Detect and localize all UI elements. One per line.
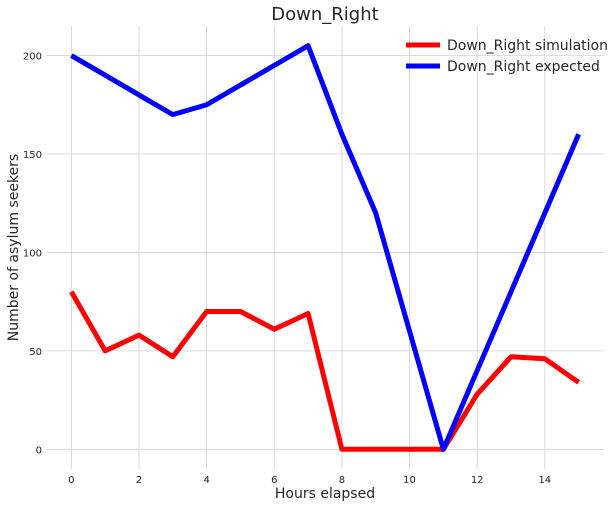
legend-label: Down_Right simulation <box>447 38 608 54</box>
x-axis-title: Hours elapsed <box>275 486 375 502</box>
x-tick-label: 14 <box>538 475 551 486</box>
y-tick-label: 0 <box>36 445 42 456</box>
y-tick-label: 100 <box>23 248 42 259</box>
x-tick-label: 0 <box>68 475 74 486</box>
chart-title: Down_Right <box>271 4 378 25</box>
x-tick-label: 8 <box>339 475 345 486</box>
legend-label: Down_Right expected <box>447 59 600 75</box>
x-tick-label: 6 <box>271 475 277 486</box>
series-line-simulation <box>69 290 581 452</box>
x-tick-label: 10 <box>403 475 416 486</box>
x-axis-ticks: 0 2 4 6 8 10 12 14 <box>68 475 551 486</box>
x-tick-label: 2 <box>136 475 142 486</box>
x-tick-label: 12 <box>471 475 484 486</box>
y-tick-label: 150 <box>23 150 42 161</box>
x-tick-label: 4 <box>203 475 209 486</box>
y-axis-ticks: 0 50 100 150 200 <box>23 52 42 457</box>
y-tick-label: 200 <box>23 52 42 63</box>
legend: Down_Right simulation Down_Right expected <box>406 38 608 75</box>
series-line-expected <box>70 43 581 452</box>
series-lines <box>69 43 581 452</box>
y-axis-title: Number of asylum seekers <box>6 154 22 341</box>
y-tick-label: 50 <box>29 347 42 358</box>
